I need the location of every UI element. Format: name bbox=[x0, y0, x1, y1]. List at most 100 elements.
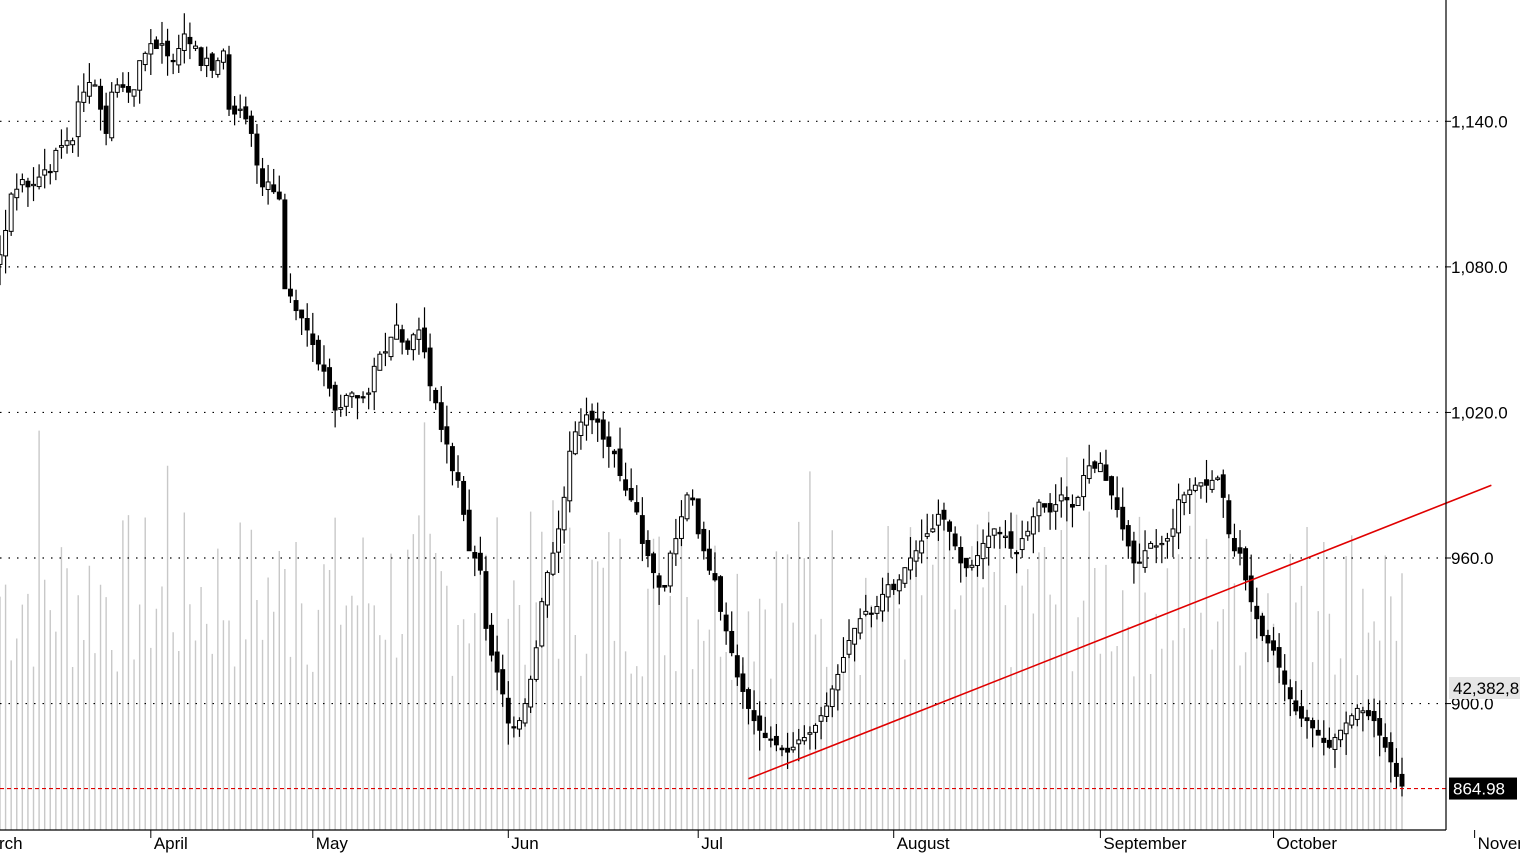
candle-body bbox=[880, 593, 885, 612]
candle-body bbox=[935, 513, 941, 526]
candle-body bbox=[785, 747, 791, 753]
candle-body bbox=[1170, 528, 1176, 537]
candle-body bbox=[1276, 647, 1282, 668]
candle-body bbox=[796, 739, 802, 745]
candle-body bbox=[31, 183, 36, 187]
candle-body bbox=[813, 724, 818, 733]
candle-body bbox=[896, 579, 902, 592]
candle-body bbox=[544, 572, 550, 606]
candle-body bbox=[522, 703, 528, 724]
candle-body bbox=[114, 84, 120, 93]
candle-body bbox=[1399, 773, 1405, 787]
candle-body bbox=[840, 656, 846, 673]
candle-body bbox=[3, 229, 9, 257]
candle-body bbox=[1282, 670, 1288, 685]
y-tick-label: 960.0 bbox=[1451, 549, 1494, 568]
candle-body bbox=[517, 720, 522, 730]
candle-body bbox=[472, 552, 478, 559]
candle-body bbox=[494, 651, 500, 673]
candle-body bbox=[1299, 706, 1304, 719]
current-price-tag bbox=[1449, 777, 1517, 800]
y-tick-label: 900.0 bbox=[1451, 695, 1494, 714]
candle-body bbox=[1181, 494, 1187, 504]
candle-body bbox=[215, 60, 221, 75]
candle-body bbox=[1064, 497, 1070, 501]
candle-body bbox=[103, 105, 109, 134]
candle-body bbox=[176, 48, 182, 66]
candle-body bbox=[801, 737, 807, 742]
candle-body bbox=[1176, 499, 1182, 534]
candle-body bbox=[1315, 729, 1321, 736]
candle-body bbox=[327, 367, 333, 389]
candle-body bbox=[1030, 516, 1036, 535]
candle-body bbox=[461, 480, 467, 515]
candle-body bbox=[762, 732, 768, 739]
candle-body bbox=[1332, 737, 1338, 750]
candle-body bbox=[321, 364, 327, 372]
candle-body bbox=[757, 715, 763, 731]
candle-body bbox=[1192, 484, 1198, 491]
candle-body bbox=[902, 567, 908, 584]
candle-body bbox=[678, 516, 684, 539]
candle-body bbox=[265, 181, 271, 190]
month-label: Jun bbox=[511, 834, 538, 853]
month-label: August bbox=[897, 834, 950, 853]
candle-body bbox=[25, 180, 31, 188]
candle-body bbox=[153, 39, 159, 50]
candle-body bbox=[1231, 538, 1237, 552]
candle-body bbox=[8, 193, 14, 232]
candle-body bbox=[1153, 545, 1159, 548]
candle-body bbox=[1243, 548, 1249, 581]
candle-body bbox=[701, 528, 707, 552]
candle-body bbox=[718, 576, 724, 612]
candle-body bbox=[1159, 542, 1165, 546]
candle-body bbox=[237, 108, 243, 111]
candle-body bbox=[952, 533, 958, 547]
candle-body bbox=[19, 179, 25, 186]
candle-body bbox=[690, 497, 696, 501]
candle-body bbox=[126, 86, 131, 93]
candle-body bbox=[14, 188, 20, 199]
month-label: Jul bbox=[701, 834, 723, 853]
candle-body bbox=[148, 43, 154, 55]
candle-body bbox=[706, 548, 712, 571]
candle-body bbox=[47, 170, 53, 174]
candle-body bbox=[606, 436, 612, 447]
candle-body bbox=[159, 43, 165, 46]
candle-body bbox=[1287, 687, 1293, 700]
candle-body bbox=[1114, 497, 1120, 510]
month-label: November bbox=[1478, 834, 1520, 853]
candle-body bbox=[1259, 615, 1265, 637]
candle-body bbox=[137, 60, 143, 91]
candle-body bbox=[355, 395, 360, 399]
candle-body bbox=[505, 697, 511, 724]
candle-body bbox=[924, 533, 930, 537]
candle-body bbox=[852, 627, 858, 645]
candle-body bbox=[1293, 700, 1299, 712]
candle-body bbox=[455, 472, 461, 481]
candle-body bbox=[634, 502, 640, 513]
candle-body bbox=[248, 115, 254, 134]
candle-body bbox=[193, 45, 198, 49]
candle-body bbox=[712, 573, 718, 581]
candle-body bbox=[740, 673, 746, 692]
candle-body bbox=[366, 392, 372, 395]
candle-body bbox=[338, 407, 344, 410]
candle-body bbox=[120, 84, 126, 88]
candle-body bbox=[835, 673, 841, 691]
candle-body bbox=[282, 199, 288, 290]
candle-body bbox=[444, 426, 450, 445]
candle-body bbox=[846, 640, 852, 655]
candle-body bbox=[958, 547, 964, 564]
candle-body bbox=[254, 133, 260, 166]
candle-body bbox=[891, 583, 897, 591]
y-tick-label: 1,020.0 bbox=[1451, 403, 1508, 422]
candle-body bbox=[963, 557, 969, 569]
month-label: rch bbox=[0, 834, 23, 853]
candle-body bbox=[1053, 504, 1059, 512]
candle-body bbox=[466, 509, 472, 552]
candle-body bbox=[1198, 482, 1204, 487]
candle-body bbox=[673, 538, 679, 555]
candle-body bbox=[1148, 542, 1154, 549]
